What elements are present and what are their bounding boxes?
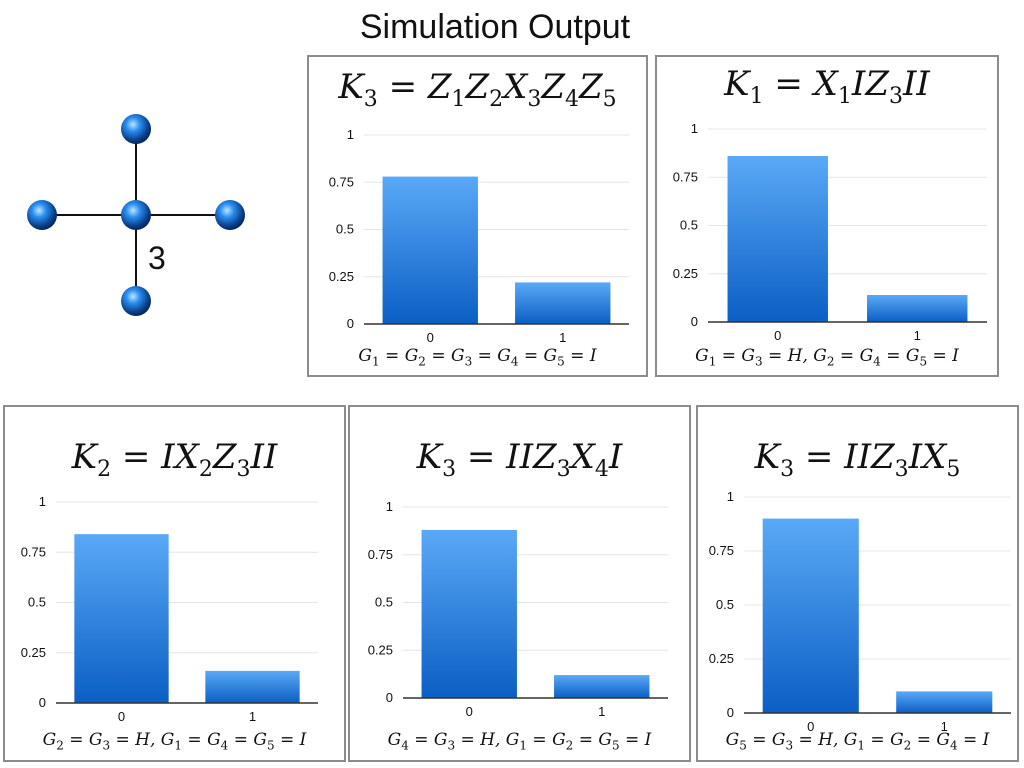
chart-panel-3: K2 = IX2Z3II 0 0.25 0.5 0.75 1 0 1 G2 = G3 = H… (3, 405, 346, 762)
y-tick-label: 0 (691, 314, 698, 329)
y-tick-label: 0.5 (680, 218, 698, 233)
panel-caption-1: G1 = G2 = G3 = G4 = G5 = I (358, 346, 597, 369)
panel-title-4: K3 = IIZ3X4I (416, 437, 623, 482)
bar-1 (554, 675, 650, 698)
panel-title-3: K2 = IX2Z3II (71, 437, 278, 482)
bar-0 (421, 529, 517, 698)
x-tick-label: 1 (559, 330, 566, 345)
bar-chart-4: 0 0.25 0.5 0.75 1 0 1 (368, 499, 668, 719)
x-tick-label: 0 (118, 709, 125, 724)
x-tick-label: 0 (427, 330, 434, 345)
panel-caption-2: G1 = G3 = H, G2 = G4 = G5 = I (695, 346, 959, 369)
y-tick-label: 0.75 (329, 174, 354, 189)
panel-caption-5: G5 = G3 = H, G1 = G2 = G4 = I (725, 730, 990, 753)
y-tick-label: 0.25 (21, 645, 46, 660)
y-tick-label: 0.5 (28, 595, 46, 610)
bar-0 (382, 176, 478, 324)
graph-node-center (121, 200, 151, 230)
x-tick-label: 1 (598, 704, 605, 719)
y-tick-label: 0.5 (375, 595, 393, 610)
bar-0 (74, 534, 169, 703)
x-tick-label: 1 (249, 709, 256, 724)
y-tick-label: 0 (39, 695, 46, 710)
bar-0 (727, 156, 828, 322)
y-tick-label: 1 (386, 499, 393, 514)
panel-title-2: K1 = X1IZ3II (724, 64, 930, 109)
y-tick-label: 0.75 (709, 543, 734, 558)
y-tick-label: 1 (727, 489, 734, 504)
graph-node-right (215, 200, 245, 230)
y-tick-label: 0 (386, 690, 393, 705)
bar-chart-2: 0 0.25 0.5 0.75 1 0 1 (673, 121, 987, 343)
chart-panel-2: K1 = X1IZ3II 0 0.25 0.5 0.75 1 0 1 G1 = G3 = H… (655, 55, 999, 377)
y-tick-label: 0.75 (368, 547, 393, 562)
graph-node-left (27, 200, 57, 230)
panel-title-1: K3 = Z1Z2X3Z4Z5 (338, 67, 617, 112)
graph-state-diagram (27, 114, 245, 316)
graph-center-label: 3 (148, 240, 166, 276)
panel-caption-3: G2 = G3 = H, G1 = G4 = G5 = I (42, 730, 307, 753)
y-tick-label: 0.25 (673, 266, 698, 281)
y-tick-label: 0.5 (336, 222, 354, 237)
panel-caption-4: G4 = G3 = H, G1 = G2 = G5 = I (387, 730, 652, 753)
y-tick-label: 0.5 (716, 597, 734, 612)
x-tick-label: 1 (914, 328, 921, 343)
graph-node-bottom (121, 286, 151, 316)
page-title: Simulation Output (359, 8, 631, 46)
x-tick-label: 0 (774, 328, 781, 343)
bar-1 (896, 691, 993, 713)
x-tick-label: 0 (466, 704, 473, 719)
bar-0 (762, 518, 859, 713)
y-tick-label: 1 (347, 127, 354, 142)
y-tick-label: 0.25 (368, 642, 393, 657)
graph-node-top (121, 114, 151, 144)
bar-1 (205, 670, 300, 703)
y-tick-label: 0.75 (673, 169, 698, 184)
y-tick-label: 1 (39, 494, 46, 509)
chart-panel-4: K3 = IIZ3X4I 0 0.25 0.5 0.75 1 0 1 G4 = G3 = H… (348, 405, 691, 762)
bar-1 (515, 282, 611, 324)
bar-1 (867, 294, 968, 322)
bar-chart-3: 0 0.25 0.5 0.75 1 0 1 (21, 494, 318, 724)
chart-panel-1: K3 = Z1Z2X3Z4Z5 0 0.25 0.5 0.75 1 0 1 G1 = G2 … (307, 55, 648, 377)
y-tick-label: 0.25 (329, 269, 354, 284)
x-tick-label: 0 (807, 719, 814, 734)
bar-chart-1: 0 0.25 0.5 0.75 1 0 1 (329, 127, 629, 345)
y-tick-label: 0 (727, 705, 734, 720)
panel-title-5: K3 = IIZ3IX5 (754, 437, 961, 482)
x-tick-label: 1 (941, 719, 948, 734)
chart-panel-5: K3 = IIZ3IX5 0 0.25 0.5 0.75 1 0 1 G5 = G3 = H… (696, 405, 1019, 762)
y-tick-label: 0.25 (709, 651, 734, 666)
y-tick-label: 0 (347, 316, 354, 331)
bar-chart-5: 0 0.25 0.5 0.75 1 0 1 (709, 489, 1011, 734)
y-tick-label: 0.75 (21, 544, 46, 559)
y-tick-label: 1 (691, 121, 698, 136)
